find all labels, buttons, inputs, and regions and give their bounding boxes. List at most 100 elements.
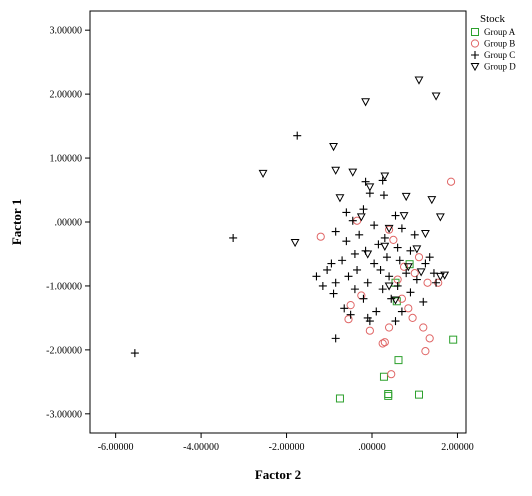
data-point-group-d-25: [391, 296, 400, 305]
x-tick-label-2: -2.00000: [269, 442, 305, 453]
y-tick-label-5: -2.00000: [46, 345, 82, 356]
data-point-group-c-46: [329, 289, 338, 298]
data-point-group-a-7: [392, 297, 401, 306]
legend-label-group-a: Group A: [484, 27, 516, 37]
data-point-group-d-7: [380, 172, 390, 181]
data-point-group-b-3: [389, 235, 398, 245]
data-point-group-d-1: [431, 92, 441, 101]
data-point-group-c-7: [342, 208, 351, 217]
data-point-group-b-7: [423, 278, 432, 287]
legend-marker-group-c: [471, 51, 479, 59]
data-point-group-b-12: [346, 301, 355, 310]
data-point-group-d-9: [335, 194, 345, 203]
x-axis-title: Factor 2: [255, 467, 301, 482]
y-tick-label-3: .00000: [55, 218, 83, 229]
data-point-group-c-1: [229, 233, 238, 242]
data-point-group-c-32: [402, 269, 411, 278]
data-point-group-c-42: [318, 281, 327, 290]
data-point-group-b-5: [399, 262, 409, 271]
data-point-group-c-3: [361, 177, 370, 186]
data-point-group-c-45: [406, 288, 415, 297]
data-point-group-d-10: [401, 192, 411, 202]
data-point-group-d-15: [384, 224, 394, 234]
x-tick-label-3: .00000: [358, 442, 386, 453]
legend-label-group-b: Group B: [484, 39, 515, 49]
data-point-group-c-15: [380, 233, 389, 242]
data-point-group-c-39: [363, 278, 372, 287]
data-point-group-c-19: [393, 243, 402, 252]
data-point-group-a-6: [449, 335, 458, 344]
data-point-group-c-30: [353, 265, 362, 274]
data-point-group-b-21: [380, 338, 389, 347]
x-axis-ticks: -6.00000 -4.00000 -2.00000 .00000 2.00000: [98, 433, 474, 453]
legend-label-group-d: Group D: [484, 62, 516, 72]
data-point-group-a-1: [379, 372, 388, 381]
data-point-group-c-57: [331, 334, 340, 343]
x-tick-label-1: -4.00000: [183, 442, 219, 453]
data-point-group-d-20: [363, 250, 373, 259]
data-point-group-b-19: [425, 334, 434, 343]
data-point-group-d-3: [258, 169, 268, 179]
data-point-group-a-4: [415, 390, 423, 399]
data-point-group-d-8: [365, 183, 375, 192]
data-point-group-a-3: [384, 389, 393, 398]
data-point-group-b-18: [365, 326, 374, 335]
data-point-group-d-6: [348, 168, 358, 177]
y-tick-label-6: -3.00000: [46, 409, 82, 420]
data-point-group-b-1: [316, 232, 325, 241]
legend-marker-group-d: [470, 63, 480, 72]
data-point-group-c-48: [387, 294, 396, 303]
data-point-group-c-13: [331, 227, 340, 236]
data-point-group-c-44: [378, 285, 387, 294]
data-point-group-d-18: [380, 242, 390, 251]
data-point-group-c-18: [374, 240, 383, 249]
data-point-group-d-24: [440, 271, 450, 280]
y-axis-title: Factor 1: [9, 199, 24, 245]
data-point-group-c-56: [391, 317, 400, 326]
data-point-group-c-21: [406, 246, 415, 255]
data-point-group-d-19: [412, 245, 422, 254]
data-point-group-c-2: [293, 131, 302, 140]
data-point-group-c-17: [342, 237, 351, 246]
data-point-group-a-5: [394, 356, 403, 365]
data-point-group-d-16: [420, 230, 430, 239]
data-point-group-c-8: [359, 205, 368, 214]
data-point-group-b-14: [408, 313, 417, 323]
legend-title: Stock: [480, 13, 506, 25]
data-point-group-b-6: [410, 269, 419, 278]
data-point-group-c-6: [379, 191, 388, 200]
data-point-group-c-12: [397, 224, 406, 233]
data-point-group-c-10: [348, 216, 357, 225]
data-point-group-d-17: [290, 238, 300, 248]
data-point-group-d-5: [331, 166, 341, 175]
legend-label-group-c: Group C: [484, 50, 515, 60]
data-point-group-b-20: [378, 339, 387, 348]
data-point-group-c-41: [432, 278, 441, 287]
y-tick-label-4: -1.00000: [46, 281, 82, 292]
data-point-group-c-53: [346, 310, 355, 319]
data-point-group-c-29: [323, 265, 332, 274]
data-point-group-c-22: [350, 249, 359, 258]
data-point-group-d-4: [329, 143, 338, 152]
data-point-group-c-58: [327, 259, 336, 268]
data-point-group-c-25: [338, 256, 347, 265]
data-point-group-c-49: [419, 297, 428, 306]
data-point-group-c-4: [378, 176, 387, 185]
data-point-group-c-14: [355, 230, 364, 239]
y-axis-ticks: 3.00000 2.00000 1.00000 .00000 -1.00000 -2.00…: [46, 26, 90, 420]
data-point-group-d-13: [399, 212, 409, 221]
data-point-group-c-9: [391, 211, 400, 220]
data-point-group-c-34: [312, 272, 321, 281]
data-point-group-d-26: [384, 282, 394, 291]
legend-marker-group-a: [471, 28, 479, 36]
data-point-group-b-17: [419, 323, 428, 332]
data-point-group-c-35: [344, 272, 353, 281]
data-point-group-b-13: [404, 304, 413, 313]
data-point-group-d-2: [361, 98, 371, 107]
data-marks: [130, 76, 458, 403]
data-point-group-d-14: [435, 213, 445, 222]
data-point-group-c-28: [421, 259, 430, 268]
